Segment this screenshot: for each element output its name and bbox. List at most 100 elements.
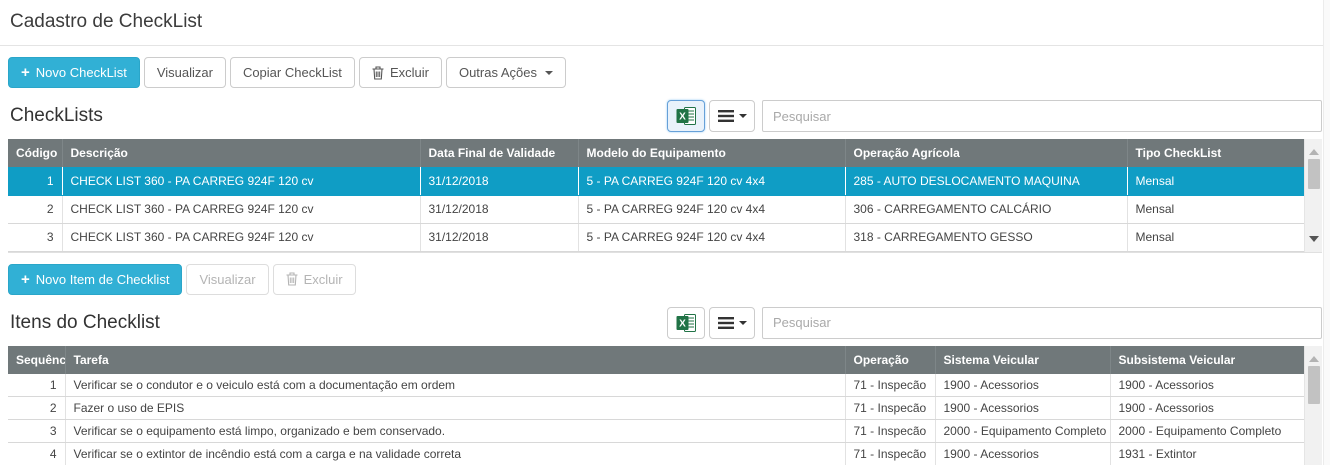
window-scrollbar[interactable] <box>1323 0 1330 465</box>
new-checklist-label: Novo CheckList <box>35 65 127 80</box>
trash-icon <box>286 272 298 286</box>
table-cell: 285 - AUTO DESLOCAMENTO MAQUINA <box>845 167 1128 196</box>
table-cell: 71 - Inspecão <box>845 373 936 397</box>
table-cell: Mensal <box>1127 167 1305 196</box>
items-table: SequênciaTarefaOperaçãoSistema VeicularS… <box>8 345 1305 465</box>
table-cell: Verificar se o condutor e o veiculo está… <box>65 373 846 397</box>
table-cell: 1900 - Acessorios <box>935 373 1111 397</box>
new-checklist-button[interactable]: + Novo CheckList <box>8 57 140 88</box>
column-header[interactable]: Subsistema Veicular <box>1110 345 1305 374</box>
more-actions-button[interactable]: Outras Ações <box>445 57 566 88</box>
items-controls: X <box>667 306 1322 339</box>
table-cell: 2 <box>8 195 63 224</box>
checklists-header-row: Código Descrição Data Final de Validade Mod… <box>8 139 1305 167</box>
view-item-button[interactable]: Visualizar <box>186 263 269 295</box>
checklists-table-shell: Código Descrição Data Final de Validade Mod… <box>8 139 1322 253</box>
checklists-table: Código Descrição Data Final de Validade Mod… <box>8 139 1305 252</box>
table-row[interactable]: 1 Verificar se o condutor e o veiculo est… <box>8 373 1305 397</box>
table-row[interactable]: 3 Verificar se o equipamento está limpo, … <box>8 419 1305 443</box>
table-row[interactable]: 2 CHECK LIST 360 - PA CARREG 924F 120 cv 3… <box>8 195 1305 224</box>
items-header-row: SequênciaTarefaOperaçãoSistema VeicularS… <box>8 345 1305 374</box>
copy-checklist-label: Copiar CheckList <box>242 65 342 80</box>
table-cell: 5 - PA CARREG 924F 120 cv 4x4 <box>578 223 846 252</box>
checklists-scrollbar[interactable] <box>1304 139 1322 252</box>
table-cell: Verificar se o equipamento está limpo, o… <box>65 419 846 443</box>
table-cell: 1900 - Acessorios <box>1110 373 1305 397</box>
table-cell: 1931 - Extintor <box>1110 442 1305 465</box>
hamburger-icon <box>717 110 734 122</box>
table-cell: 71 - Inspecão <box>845 396 936 420</box>
checklists-heading: CheckLists <box>10 105 103 126</box>
column-header[interactable]: Operação <box>845 345 936 374</box>
table-cell: 5 - PA CARREG 924F 120 cv 4x4 <box>578 167 846 196</box>
checklists-search-input[interactable] <box>762 100 1322 132</box>
export-excel-button[interactable]: X <box>667 306 705 339</box>
table-cell: CHECK LIST 360 - PA CARREG 924F 120 cv <box>62 167 421 196</box>
items-search-input[interactable] <box>762 306 1322 339</box>
delete-item-button[interactable]: Excluir <box>272 263 356 295</box>
table-cell: 306 - CARREGAMENTO CALCÁRIO <box>845 195 1128 224</box>
delete-item-label: Excluir <box>303 271 343 287</box>
new-item-label: Novo Item de Checklist <box>35 271 170 287</box>
table-cell: Mensal <box>1127 195 1305 224</box>
chevron-down-icon <box>738 320 747 329</box>
svg-text:X: X <box>679 318 686 329</box>
column-menu-button[interactable] <box>709 100 755 132</box>
table-cell: Fazer o uso de EPIS <box>65 396 846 420</box>
items-heading: Itens do Checklist <box>10 311 160 333</box>
column-menu-button[interactable] <box>709 306 755 339</box>
scroll-up-icon[interactable] <box>1308 351 1319 362</box>
trash-icon <box>372 65 384 80</box>
items-scrollbar[interactable] <box>1304 345 1322 465</box>
column-header[interactable]: Operação Agrícola <box>845 139 1128 167</box>
column-header[interactable]: Sequência <box>8 345 66 374</box>
table-cell: 71 - Inspecão <box>845 442 936 465</box>
table-cell: 2000 - Equipamento Completo <box>935 419 1111 443</box>
table-cell: 4 <box>8 442 66 465</box>
delete-checklist-label: Excluir <box>389 65 429 80</box>
scroll-up-icon[interactable] <box>1308 144 1319 155</box>
table-cell: 31/12/2018 <box>420 167 579 196</box>
table-cell: 1900 - Acessorios <box>935 396 1111 420</box>
table-cell: 318 - CARREGAMENTO GESSO <box>845 223 1128 252</box>
table-cell: CHECK LIST 360 - PA CARREG 924F 120 cv <box>62 195 421 224</box>
table-row[interactable]: 1 CHECK LIST 360 - PA CARREG 924F 120 cv 3… <box>8 167 1305 196</box>
table-row[interactable]: 3 CHECK LIST 360 - PA CARREG 924F 120 cv 3… <box>8 223 1305 252</box>
scrollbar-thumb[interactable] <box>1307 365 1320 404</box>
export-excel-button[interactable]: X <box>667 100 705 132</box>
svg-text:X: X <box>679 112 686 123</box>
excel-icon: X <box>676 107 696 125</box>
column-header[interactable]: Modelo do Equipamento <box>578 139 846 167</box>
column-header[interactable]: Tipo CheckList <box>1127 139 1305 167</box>
column-header[interactable]: Sistema Veicular <box>935 345 1111 374</box>
scrollbar-thumb[interactable] <box>1307 159 1320 189</box>
table-cell: 3 <box>8 223 63 252</box>
delete-checklist-button[interactable]: Excluir <box>358 57 442 88</box>
checklists-section-bar: CheckLists X <box>8 100 1322 132</box>
table-row[interactable]: 2 Fazer o uso de EPIS 71 - Inspecão 1900 - … <box>8 396 1305 420</box>
table-cell: 1900 - Acessorios <box>1110 396 1305 420</box>
table-cell: 31/12/2018 <box>420 223 579 252</box>
table-cell: 71 - Inspecão <box>845 419 936 443</box>
column-header[interactable]: Data Final de Validade <box>420 139 579 167</box>
items-section-bar: Itens do Checklist X <box>8 306 1322 339</box>
column-header[interactable]: Tarefa <box>65 345 846 374</box>
excel-icon: X <box>676 313 696 332</box>
table-cell: Mensal <box>1127 223 1305 252</box>
copy-checklist-button[interactable]: Copiar CheckList <box>229 57 355 88</box>
new-item-button[interactable]: + Novo Item de Checklist <box>8 263 183 295</box>
items-toolbar: + Novo Item de Checklist Visualizar Excl… <box>8 263 1322 295</box>
table-row[interactable]: 4 Verificar se o extintor de incêndio est… <box>8 442 1305 465</box>
table-cell: 31/12/2018 <box>420 195 579 224</box>
table-cell: 1900 - Acessorios <box>935 442 1111 465</box>
column-header[interactable]: Código <box>8 139 63 167</box>
table-cell: 1 <box>8 373 66 397</box>
scroll-down-icon[interactable] <box>1308 235 1319 247</box>
checklists-controls: X <box>667 100 1322 132</box>
table-cell: CHECK LIST 360 - PA CARREG 924F 120 cv <box>62 223 421 252</box>
view-checklist-button[interactable]: Visualizar <box>143 57 226 88</box>
table-cell: 2 <box>8 396 66 420</box>
column-header[interactable]: Descrição <box>62 139 421 167</box>
page-title: Cadastro de CheckList <box>10 11 203 32</box>
table-cell: 2000 - Equipamento Completo <box>1110 419 1305 443</box>
